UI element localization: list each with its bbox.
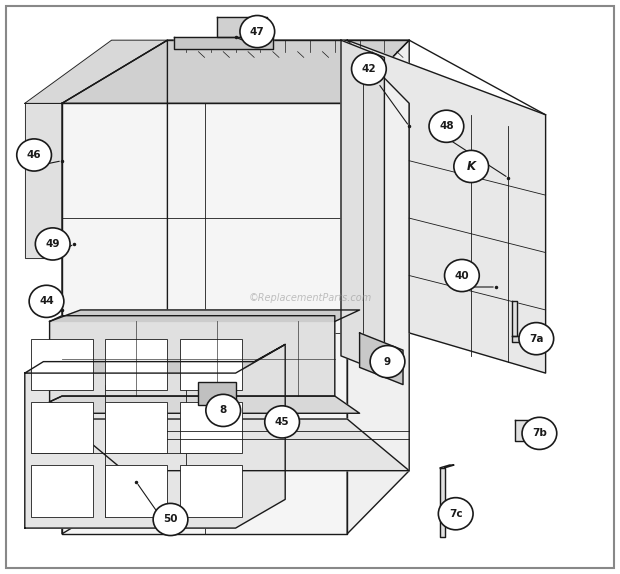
Bar <box>31 465 93 517</box>
Circle shape <box>240 15 275 48</box>
Circle shape <box>206 394 241 426</box>
Circle shape <box>265 406 299 438</box>
Text: 46: 46 <box>27 150 42 160</box>
Polygon shape <box>347 40 409 534</box>
Polygon shape <box>174 37 273 49</box>
Polygon shape <box>62 419 409 471</box>
Circle shape <box>29 285 64 317</box>
Bar <box>180 402 242 453</box>
Polygon shape <box>440 468 445 537</box>
Polygon shape <box>62 40 409 103</box>
Text: 7c: 7c <box>449 509 463 519</box>
Text: 9: 9 <box>384 356 391 367</box>
Polygon shape <box>50 396 360 413</box>
Polygon shape <box>62 40 167 534</box>
Bar <box>105 339 167 390</box>
Polygon shape <box>515 420 534 441</box>
Polygon shape <box>50 316 335 402</box>
Text: 40: 40 <box>454 270 469 281</box>
Text: 48: 48 <box>439 121 454 131</box>
Circle shape <box>454 150 489 183</box>
Text: K: K <box>467 160 476 173</box>
Circle shape <box>429 110 464 142</box>
Text: ©ReplacementParts.com: ©ReplacementParts.com <box>249 293 371 304</box>
Bar <box>31 402 93 453</box>
Bar <box>31 339 93 390</box>
Polygon shape <box>25 344 285 373</box>
Polygon shape <box>25 40 167 103</box>
Polygon shape <box>347 40 546 373</box>
Text: 45: 45 <box>275 417 290 427</box>
Circle shape <box>370 346 405 378</box>
Circle shape <box>519 323 554 355</box>
Polygon shape <box>25 103 62 258</box>
Text: 42: 42 <box>361 64 376 74</box>
Polygon shape <box>360 333 403 385</box>
Text: 47: 47 <box>250 26 265 37</box>
Circle shape <box>438 498 473 530</box>
Circle shape <box>445 259 479 292</box>
Text: 7b: 7b <box>532 428 547 439</box>
Text: 44: 44 <box>39 296 54 307</box>
Bar <box>180 465 242 517</box>
Polygon shape <box>440 465 454 468</box>
Polygon shape <box>50 310 360 321</box>
Text: 7a: 7a <box>529 333 544 344</box>
Bar <box>180 339 242 390</box>
Polygon shape <box>341 40 384 373</box>
Circle shape <box>352 53 386 85</box>
Polygon shape <box>512 301 516 336</box>
Polygon shape <box>25 344 285 528</box>
Circle shape <box>35 228 70 260</box>
Text: 8: 8 <box>219 405 227 416</box>
Circle shape <box>522 417 557 449</box>
Bar <box>105 402 167 453</box>
Text: 50: 50 <box>163 514 178 525</box>
Polygon shape <box>512 336 532 342</box>
Polygon shape <box>62 103 347 534</box>
Bar <box>105 465 167 517</box>
Bar <box>198 382 236 405</box>
Polygon shape <box>217 17 267 37</box>
Circle shape <box>17 139 51 171</box>
Text: 49: 49 <box>45 239 60 249</box>
Circle shape <box>153 503 188 536</box>
